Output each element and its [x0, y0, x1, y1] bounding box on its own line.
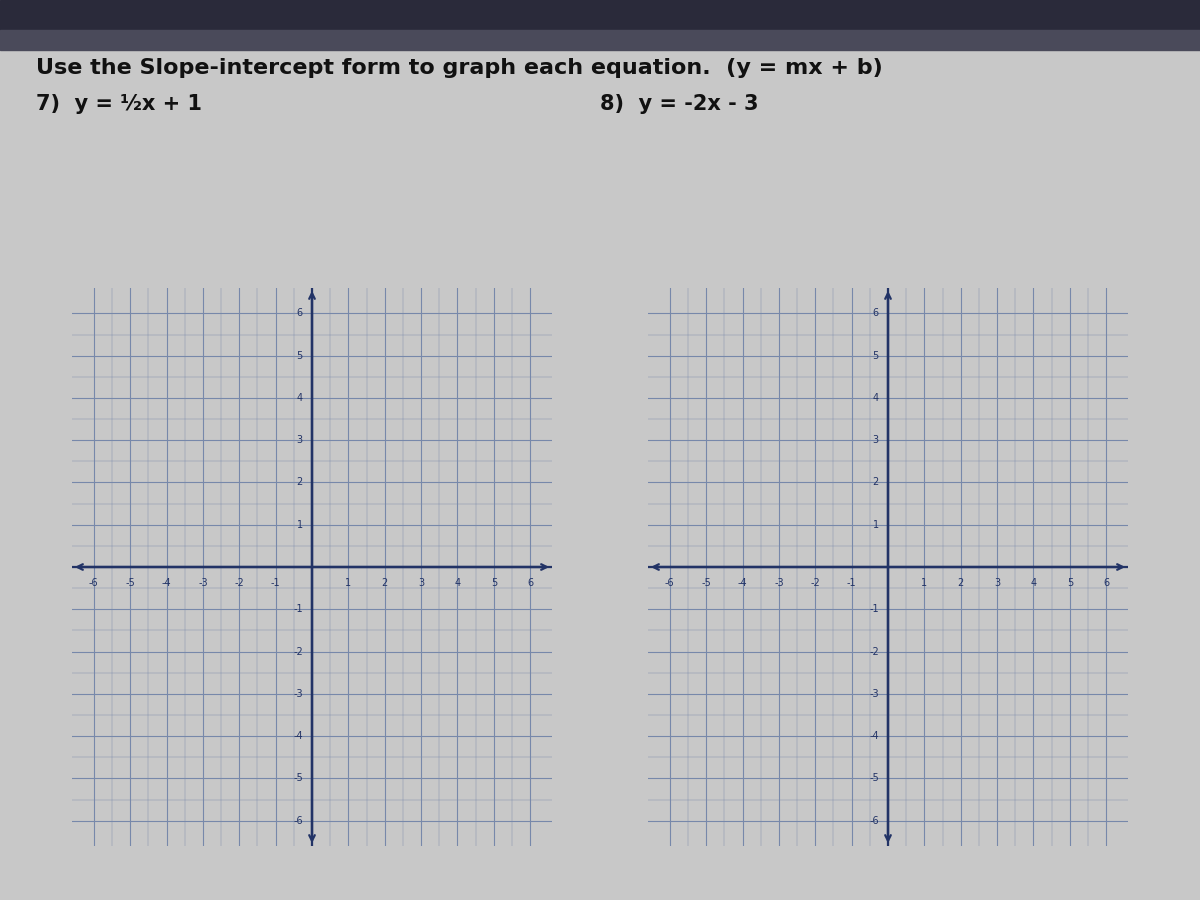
Text: -3: -3: [293, 688, 302, 698]
Text: -3: -3: [198, 578, 208, 588]
Text: Use the Slope-intercept form to graph each equation.  (y = mx + b): Use the Slope-intercept form to graph ea…: [36, 58, 883, 78]
Text: -4: -4: [293, 731, 302, 741]
Text: -5: -5: [125, 578, 136, 588]
Text: -2: -2: [869, 646, 878, 656]
Text: -6: -6: [665, 578, 674, 588]
Text: 6: 6: [296, 309, 302, 319]
Bar: [0, 30, 1200, 50]
Text: -1: -1: [293, 604, 302, 615]
Text: 3: 3: [296, 436, 302, 446]
Text: -2: -2: [293, 646, 302, 656]
Text: 6: 6: [527, 578, 533, 588]
Text: 3: 3: [872, 436, 878, 446]
Text: 3: 3: [418, 578, 424, 588]
Text: 6: 6: [1103, 578, 1109, 588]
Text: 5: 5: [491, 578, 497, 588]
Text: -4: -4: [869, 731, 878, 741]
Text: -5: -5: [293, 773, 302, 783]
Text: 2: 2: [872, 478, 878, 488]
Text: 4: 4: [1031, 578, 1037, 588]
Text: 4: 4: [296, 393, 302, 403]
Text: -6: -6: [89, 578, 98, 588]
Text: -2: -2: [810, 578, 820, 588]
Text: -1: -1: [271, 578, 281, 588]
Text: -3: -3: [774, 578, 784, 588]
Text: 8)  y = -2x - 3: 8) y = -2x - 3: [600, 94, 758, 114]
Text: 5: 5: [872, 351, 878, 361]
Text: -1: -1: [869, 604, 878, 615]
Text: 5: 5: [1067, 578, 1073, 588]
Text: 1: 1: [872, 519, 878, 530]
Text: -5: -5: [869, 773, 878, 783]
Text: 5: 5: [296, 351, 302, 361]
Text: -3: -3: [869, 688, 878, 698]
Text: 4: 4: [455, 578, 461, 588]
Text: -6: -6: [869, 815, 878, 825]
Text: 1: 1: [922, 578, 928, 588]
Text: 1: 1: [346, 578, 352, 588]
Text: -5: -5: [701, 578, 712, 588]
Text: -1: -1: [847, 578, 857, 588]
Text: 2: 2: [296, 478, 302, 488]
Text: -4: -4: [162, 578, 172, 588]
Text: -2: -2: [234, 578, 244, 588]
Text: 1: 1: [296, 519, 302, 530]
Bar: [0, 0, 1200, 32]
Text: 2: 2: [382, 578, 388, 588]
Text: 3: 3: [994, 578, 1000, 588]
Text: -4: -4: [738, 578, 748, 588]
Text: 7)  y = ½x + 1: 7) y = ½x + 1: [36, 94, 202, 114]
Text: 2: 2: [958, 578, 964, 588]
Text: 6: 6: [872, 309, 878, 319]
Text: 4: 4: [872, 393, 878, 403]
Text: -6: -6: [293, 815, 302, 825]
